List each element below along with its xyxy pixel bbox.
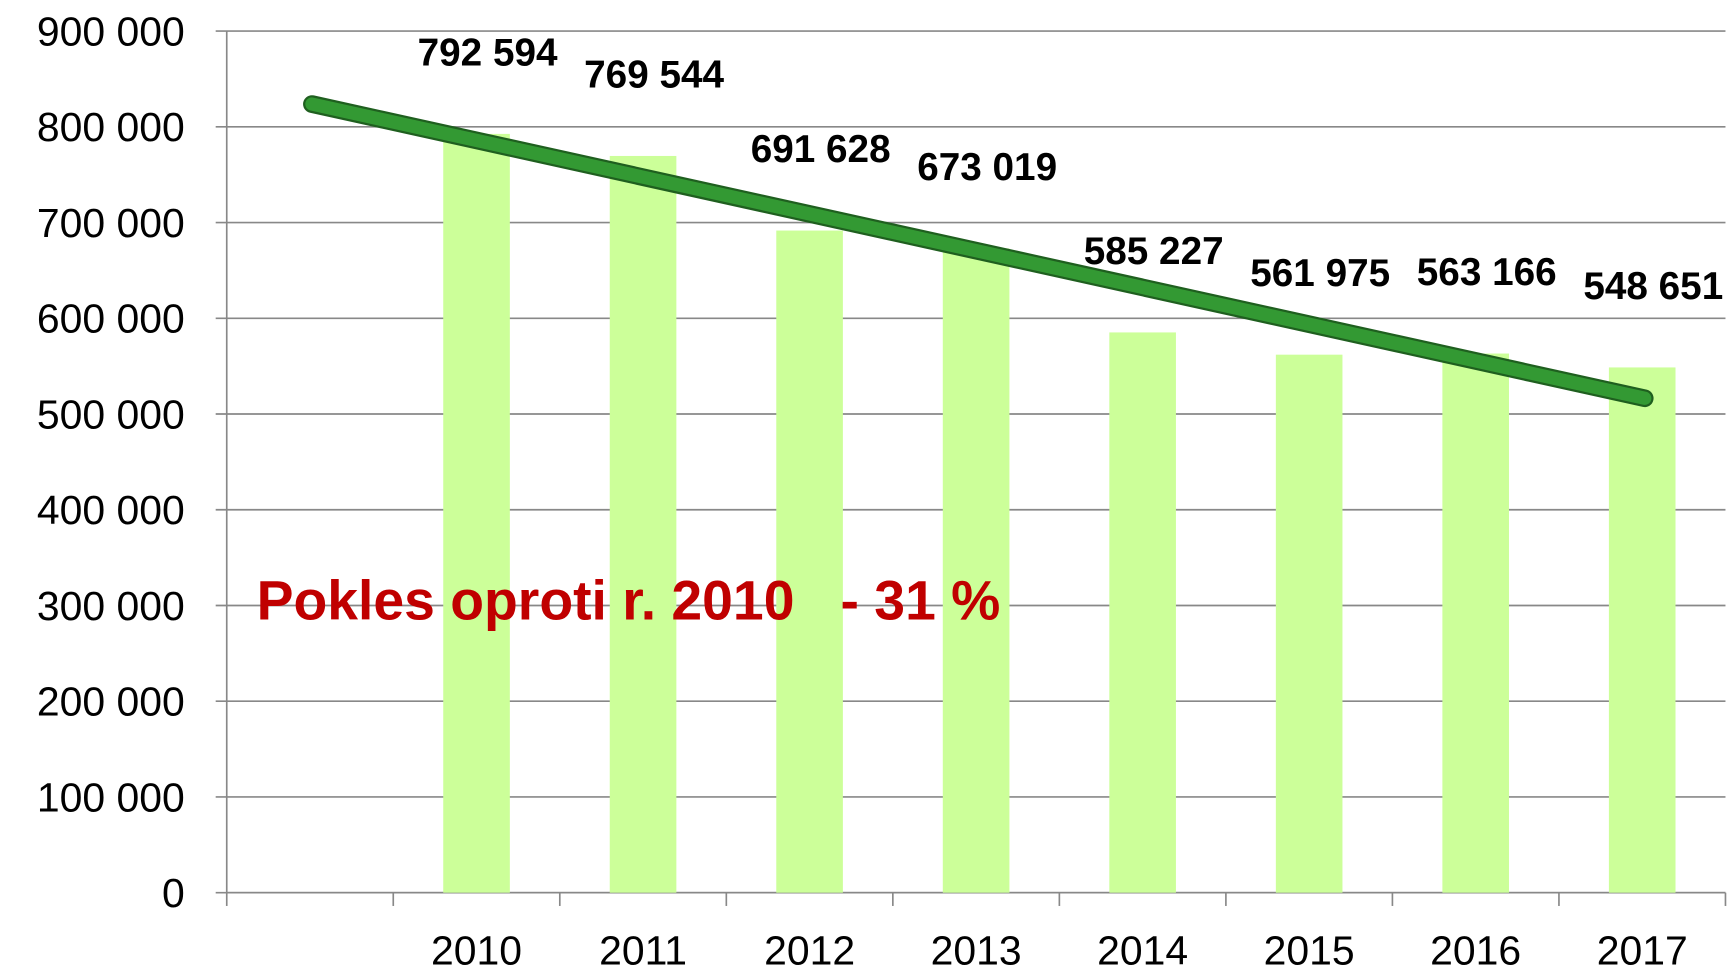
- data-label: 691 628: [751, 128, 891, 171]
- data-label: 769 544: [584, 53, 724, 96]
- bar: [1442, 353, 1509, 893]
- x-tick-label: 2011: [599, 928, 687, 968]
- trend-line: [305, 97, 1652, 405]
- y-tick-label: 700 000: [37, 200, 185, 246]
- y-tick-label: 600 000: [37, 296, 185, 342]
- y-tick-label: 300 000: [37, 583, 185, 629]
- bar: [942, 248, 1010, 893]
- y-tick-label: 500 000: [37, 391, 185, 437]
- y-tick-label: 900 000: [37, 8, 185, 54]
- data-label: 673 019: [917, 146, 1057, 189]
- y-tick-label: 200 000: [37, 679, 185, 725]
- data-label: 792 594: [418, 31, 558, 74]
- bar: [609, 155, 677, 893]
- x-tick-label: 2017: [1597, 928, 1688, 968]
- annotation: Pokles oproti r. 2010 - 31 %: [257, 569, 1001, 631]
- bar: [1608, 367, 1676, 893]
- data-label: 561 975: [1250, 252, 1390, 295]
- bar: [443, 133, 510, 893]
- x-tick-label: 2015: [1264, 928, 1355, 968]
- y-tick-label: 400 000: [37, 487, 185, 533]
- data-label: 585 227: [1084, 230, 1224, 273]
- bar: [776, 230, 843, 893]
- bar: [1275, 354, 1343, 893]
- y-tick-label: 800 000: [37, 104, 185, 150]
- x-tick-label: 2010: [431, 928, 522, 968]
- x-tick-label: 2014: [1097, 928, 1188, 968]
- x-tick-label: 2012: [764, 928, 855, 968]
- y-tick-label: 0: [162, 870, 185, 916]
- data-label: 563 166: [1417, 251, 1557, 294]
- y-tick-label: 100 000: [37, 774, 185, 820]
- x-tick-label: 2013: [931, 928, 1022, 968]
- bar: [1109, 332, 1176, 893]
- data-label: 548 651: [1583, 265, 1723, 308]
- x-tick-label: 2016: [1430, 928, 1521, 968]
